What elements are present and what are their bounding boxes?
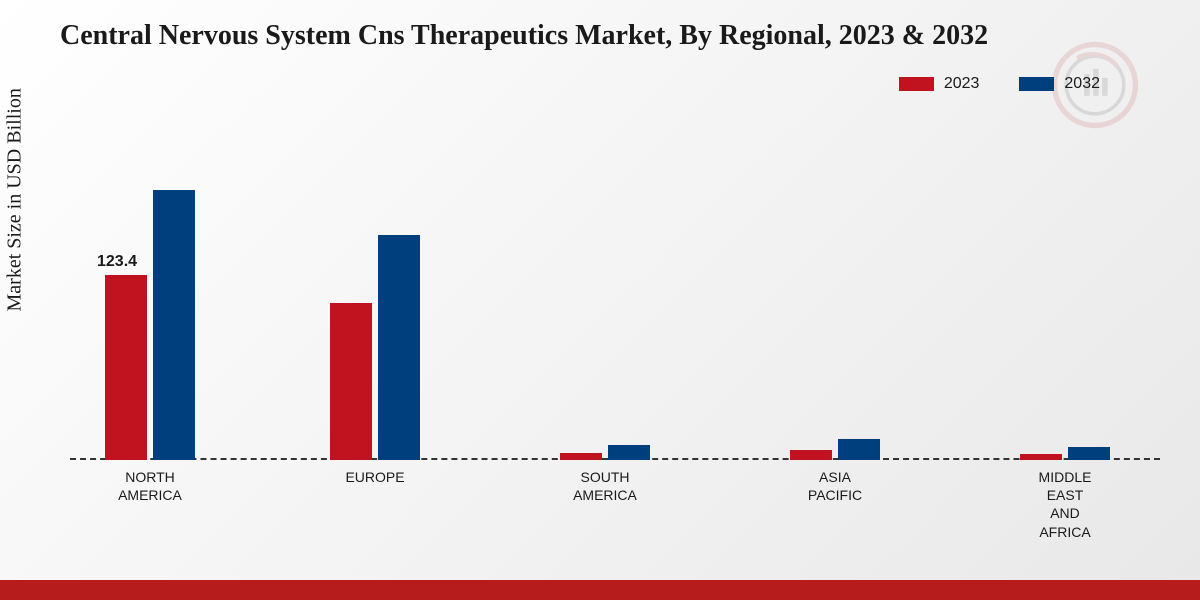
- bar-group: [330, 235, 420, 460]
- bar: [838, 439, 880, 460]
- bar: [560, 453, 602, 461]
- x-axis-labels: NORTHAMERICA EUROPE SOUTHAMERICA ASIAPACIFI…: [70, 468, 1160, 528]
- bar: [330, 303, 372, 461]
- y-axis-label: Market Size in USD Billion: [4, 88, 27, 311]
- legend-label-2032: 2032: [1064, 75, 1100, 93]
- legend: 2023 2032: [899, 75, 1100, 93]
- chart-area: 123.4: [70, 130, 1160, 460]
- legend-label-2023: 2023: [944, 75, 980, 93]
- bottom-accent-bar: [0, 580, 1200, 600]
- x-axis-label: NORTHAMERICA: [100, 468, 200, 504]
- x-axis-label: ASIAPACIFIC: [785, 468, 885, 504]
- bar-group: [790, 439, 880, 460]
- legend-swatch-2023: [899, 77, 934, 91]
- legend-item-2023: 2023: [899, 75, 980, 93]
- x-axis-label: EUROPE: [325, 468, 425, 486]
- bar: [153, 190, 195, 460]
- bar: [1020, 454, 1062, 460]
- x-axis-label: SOUTHAMERICA: [555, 468, 655, 504]
- bar: [1068, 447, 1110, 461]
- bar: [105, 275, 147, 460]
- bar: [608, 445, 650, 460]
- x-axis-label: MIDDLEEASTANDAFRICA: [1015, 468, 1115, 541]
- bar: [378, 235, 420, 460]
- chart-title: Central Nervous System Cns Therapeutics …: [60, 20, 1180, 52]
- legend-item-2032: 2032: [1019, 75, 1100, 93]
- bar-group: [105, 190, 195, 460]
- legend-swatch-2032: [1019, 77, 1054, 91]
- bar-group: [560, 445, 650, 460]
- bar-group: [1020, 447, 1110, 461]
- bar: [790, 450, 832, 461]
